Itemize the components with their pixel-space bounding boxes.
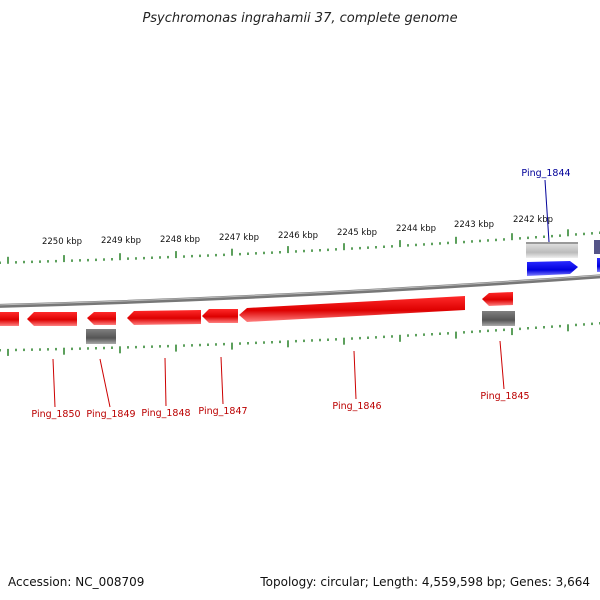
scale-labels: 2250 kbp 2249 kbp 2248 kbp 2247 kbp 2246… bbox=[42, 215, 553, 247]
leader-line-ping-1845 bbox=[499, 340, 505, 390]
leader-line-ping-1847 bbox=[220, 356, 224, 405]
leader-line-ping-1850 bbox=[52, 358, 56, 408]
feature-box-forward-edge bbox=[594, 240, 600, 254]
outer-tick-ring bbox=[0, 229, 600, 264]
gene-arrow-edge[interactable] bbox=[597, 258, 600, 272]
scale-label: 2246 kbp bbox=[278, 231, 318, 241]
feature-box-1845 bbox=[482, 311, 515, 326]
gene-arrow-ping-1850[interactable] bbox=[27, 312, 77, 326]
gene-arrow-ping-1844[interactable] bbox=[527, 261, 578, 276]
feature-boxes bbox=[86, 240, 600, 344]
gene-label-ping-1850[interactable]: Ping_1850 bbox=[31, 409, 80, 420]
genome-backbone-highlight bbox=[0, 274, 600, 306]
gene-arrow-ping-1848[interactable] bbox=[127, 310, 201, 325]
gene-label-ping-1847[interactable]: Ping_1847 bbox=[198, 406, 247, 417]
leader-line-ping-1846 bbox=[353, 350, 357, 400]
inner-tick-ring bbox=[0, 322, 600, 356]
genes bbox=[0, 258, 600, 326]
genome-summary-text: Topology: circular; Length: 4,559,598 bp… bbox=[259, 575, 590, 589]
gene-arrow-ping-1845[interactable] bbox=[482, 292, 513, 306]
accession-text: Accession: NC_008709 bbox=[8, 575, 144, 589]
scale-label: 2245 kbp bbox=[337, 228, 377, 238]
gene-arrow-ping-1846[interactable] bbox=[239, 296, 465, 322]
feature-box-forward bbox=[526, 242, 578, 258]
scale-label: 2249 kbp bbox=[101, 236, 141, 246]
leader-line-ping-1844 bbox=[544, 179, 550, 243]
leader-line-ping-1849 bbox=[99, 358, 111, 408]
map-title: Psychromonas ingrahamii 37, complete gen… bbox=[142, 11, 457, 26]
feature-box-1849 bbox=[86, 329, 116, 344]
gene-label-ping-1844[interactable]: Ping_1844 bbox=[521, 168, 570, 179]
scale-label: 2243 kbp bbox=[454, 220, 494, 230]
gene-label-ping-1846[interactable]: Ping_1846 bbox=[332, 401, 381, 412]
gene-label-ping-1849[interactable]: Ping_1849 bbox=[86, 409, 135, 420]
leader-line-ping-1848 bbox=[164, 357, 167, 407]
gene-arrow-ping-1847[interactable] bbox=[202, 309, 238, 323]
gene-label-ping-1845[interactable]: Ping_1845 bbox=[480, 391, 529, 402]
gene-labels: Ping_1844 Ping_1845 Ping_1846 Ping_1847 … bbox=[31, 168, 570, 420]
gene-arrow-ping-1849[interactable] bbox=[87, 312, 116, 325]
scale-label: 2242 kbp bbox=[513, 215, 553, 225]
scale-label: 2250 kbp bbox=[42, 237, 82, 247]
scale-label: 2248 kbp bbox=[160, 235, 200, 245]
scale-label: 2247 kbp bbox=[219, 233, 259, 243]
gene-arrow-edge[interactable] bbox=[0, 312, 19, 326]
gene-label-ping-1848[interactable]: Ping_1848 bbox=[141, 408, 190, 419]
leader-lines bbox=[52, 179, 550, 408]
genome-backbone bbox=[0, 274, 600, 308]
scale-label: 2244 kbp bbox=[396, 224, 436, 234]
